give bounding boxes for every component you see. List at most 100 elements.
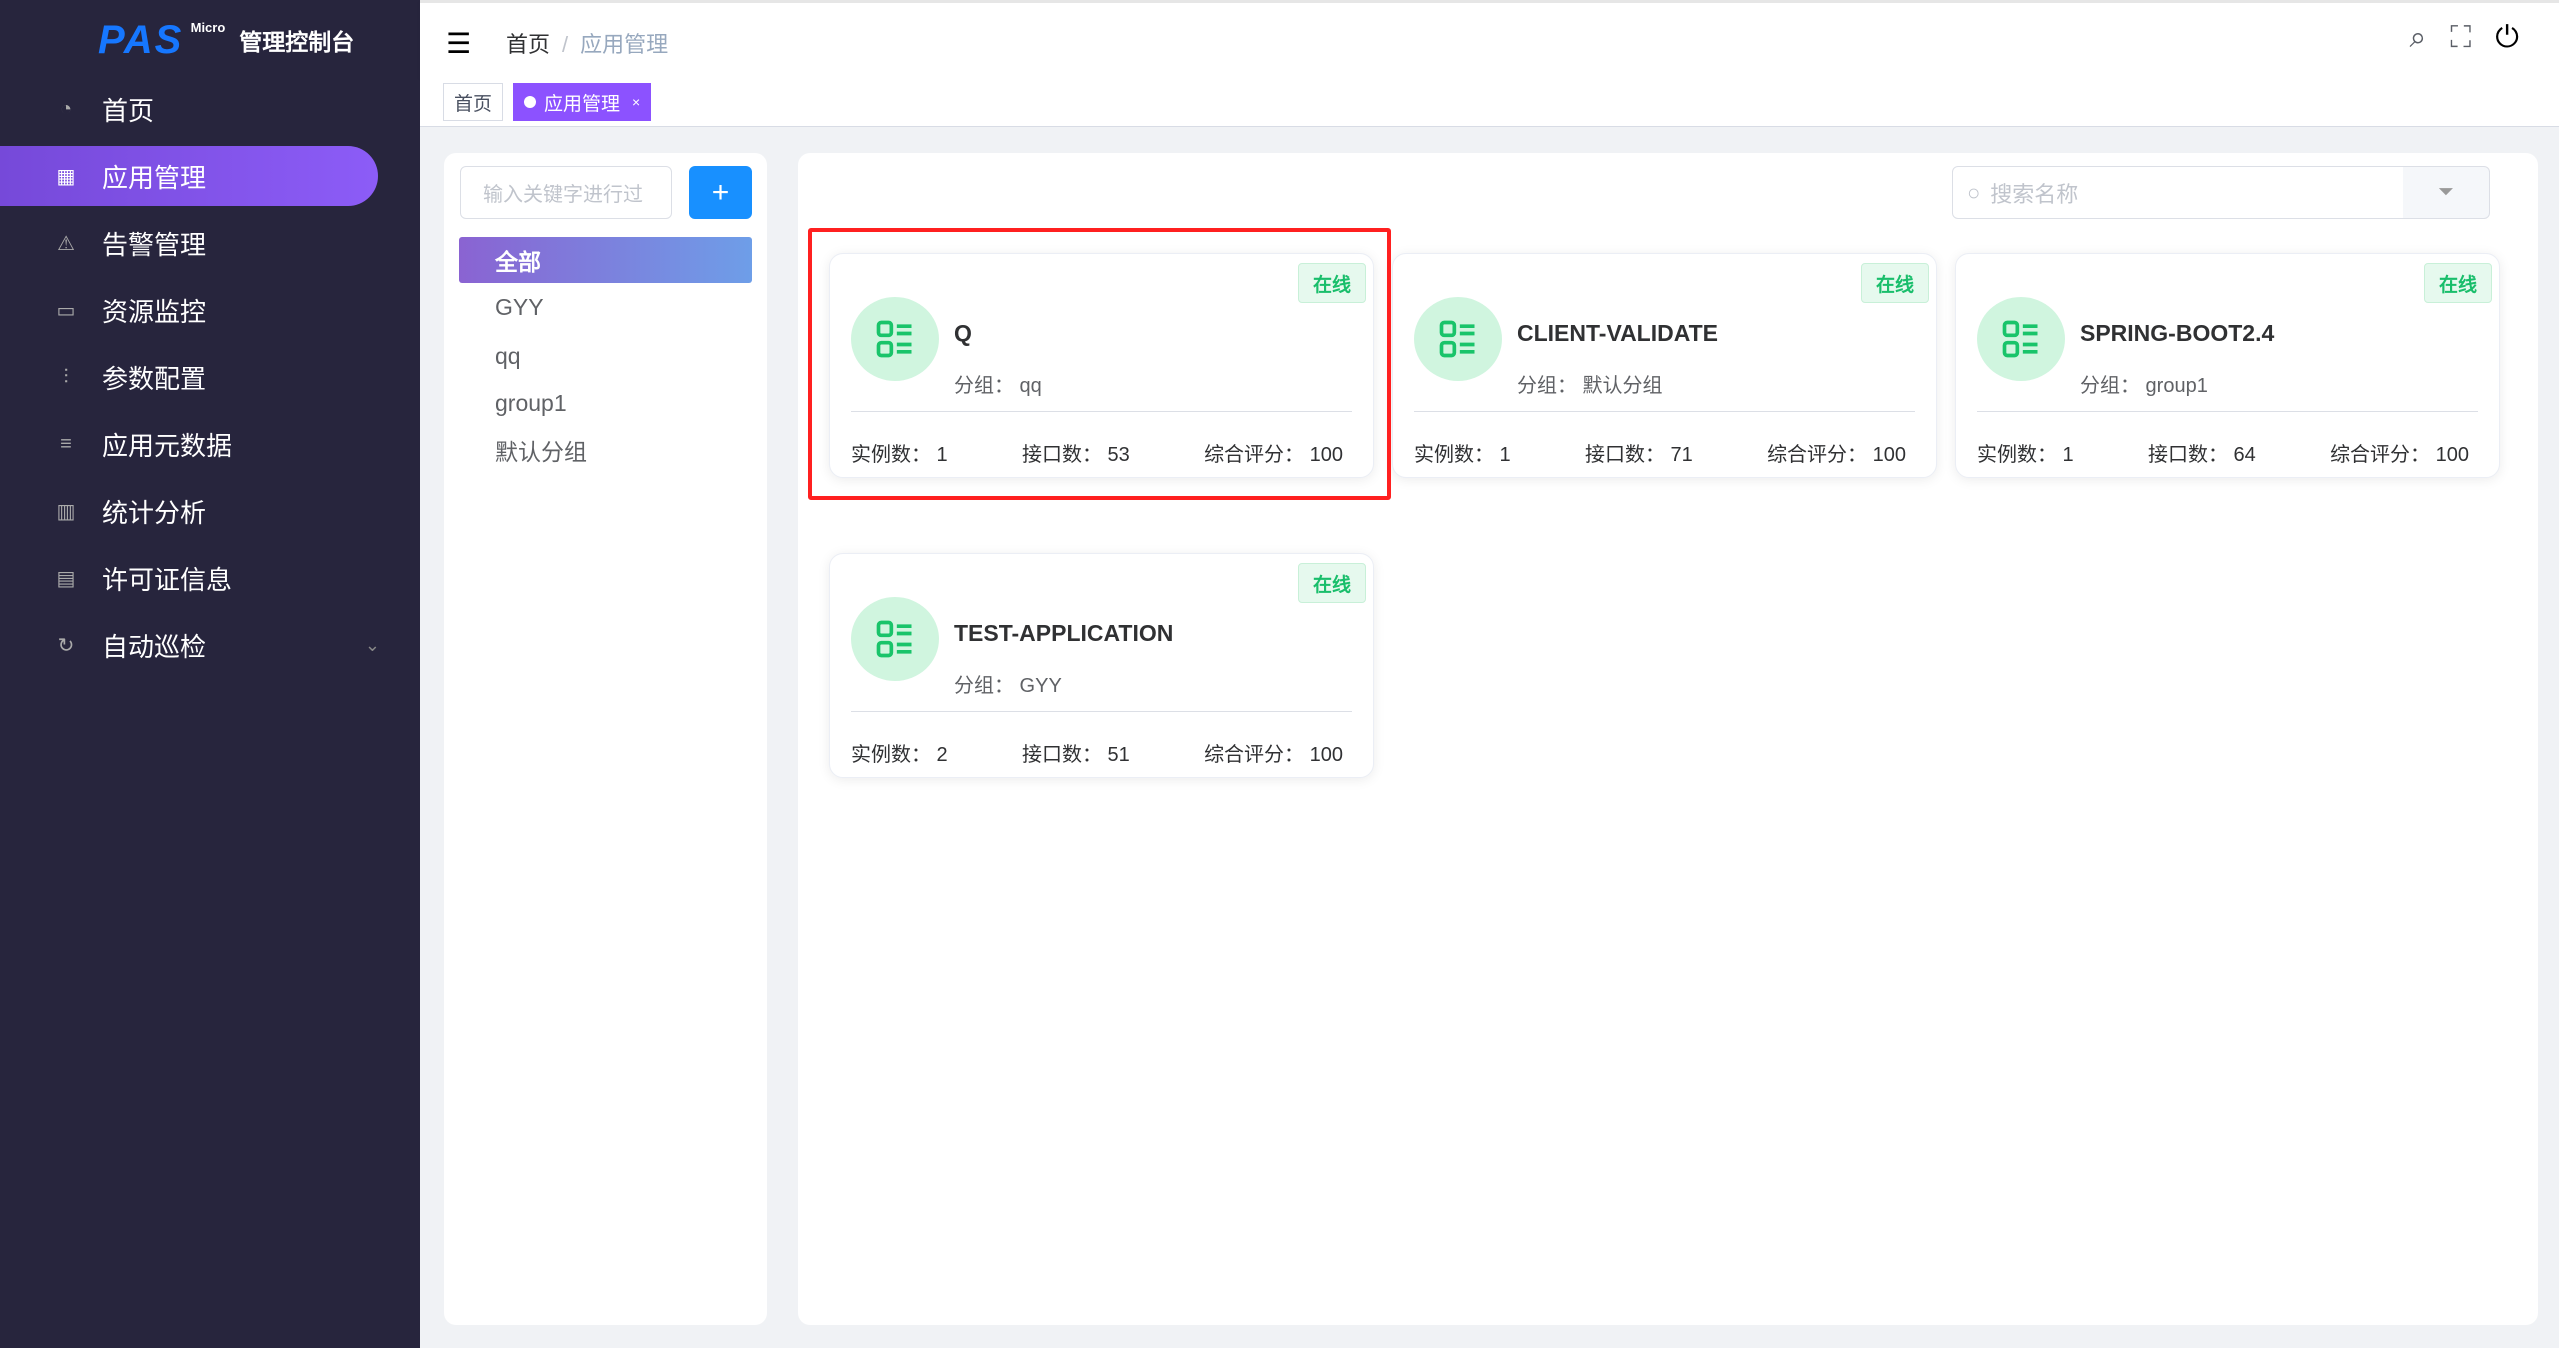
instance-count: 实例数： 1: [1414, 444, 1511, 466]
menu-label: 应用元数据: [102, 430, 233, 461]
breadcrumb: 首页 / 应用管理: [506, 32, 669, 57]
status-badge: 在线: [1861, 263, 1929, 303]
tab-label: 首页: [454, 93, 493, 115]
score: 综合评分： 100: [1204, 444, 1343, 466]
api-count: 接口数： 71: [1584, 444, 1693, 466]
app-group: 分组： GYY: [954, 675, 1062, 697]
menu-label: 参数配置: [102, 363, 207, 394]
highlight-box: [808, 228, 1391, 500]
dashboard-icon: ◔: [59, 97, 73, 120]
menu-toggle-icon[interactable]: ☰: [446, 28, 472, 59]
group-panel: 输入关键字进行过 + 全部 GYY qq group1 默认分组: [444, 153, 767, 1325]
sidebar-item-apps[interactable]: ▦ 应用管理: [0, 146, 378, 206]
breadcrumb-home[interactable]: 首页: [506, 32, 551, 57]
sidebar-item-alerts[interactable]: ⚠ 告警管理: [0, 213, 400, 273]
search-icon[interactable]: ⌕: [2409, 21, 2427, 54]
logo-text: PAS: [98, 17, 184, 62]
database-icon: ≡: [60, 432, 72, 455]
api-count: 接口数： 51: [1021, 744, 1130, 766]
app-card[interactable]: 在线 CLIENT-VALIDATE 分组： 默认分组 实例数： 1 接口数： 7…: [1392, 253, 1937, 478]
group-item[interactable]: GYY: [495, 293, 544, 320]
search-input[interactable]: ○ 搜索名称: [1952, 166, 2404, 219]
sidebar-item-metadata[interactable]: ≡ 应用元数据: [0, 414, 400, 474]
menu-label: 应用管理: [102, 162, 207, 193]
app-name[interactable]: Q: [954, 320, 972, 346]
refresh-icon: ↻: [57, 634, 75, 657]
app-title: 管理控制台: [239, 29, 355, 55]
app-group: 分组： qq: [954, 375, 1042, 397]
score: 综合评分： 100: [1767, 444, 1906, 466]
group-item[interactable]: qq: [495, 342, 521, 369]
active-dot: [524, 96, 536, 108]
divider: [1977, 411, 2478, 412]
power-icon[interactable]: ⏻: [2495, 21, 2519, 54]
divider: [851, 411, 1352, 412]
bar-chart-icon: ▥: [56, 500, 76, 523]
chevron-down-icon: ⌄: [364, 634, 380, 655]
sidebar-item-stats[interactable]: ▥ 统计分析: [0, 481, 400, 541]
group-item[interactable]: 默认分组: [495, 439, 587, 465]
app-card[interactable]: 在线 Q 分组： qq 实例数： 1 接口数： 53 综合评分： 100: [829, 253, 1374, 478]
logo-mark: PAS Micro: [98, 17, 225, 63]
app-stats: 实例数： 1 接口数： 64 综合评分： 100: [1977, 438, 2469, 467]
app-list-icon: [851, 597, 939, 681]
app-name[interactable]: TEST-APPLICATION: [954, 620, 1174, 646]
search-icon: ○: [1967, 179, 1981, 205]
app-stats: 实例数： 1 接口数： 71 综合评分： 100: [1414, 438, 1906, 467]
status-badge: 在线: [2424, 263, 2492, 303]
app-list-icon: [1977, 297, 2065, 381]
app-list-icon: [1414, 297, 1502, 381]
menu-label: 自动巡检: [102, 631, 207, 662]
app-stats: 实例数： 2 接口数： 51 综合评分： 100: [851, 738, 1343, 767]
header: ☰ 首页 / 应用管理 ⌕ ⛶ ⏻: [420, 0, 2559, 77]
close-icon[interactable]: ×: [632, 94, 641, 110]
tab-home[interactable]: 首页: [443, 83, 504, 121]
menu-label: 首页: [102, 95, 155, 126]
divider: [851, 711, 1352, 712]
sliders-icon: ⫶: [63, 365, 69, 388]
tags-bar: 首页 应用管理 ×: [420, 77, 2559, 127]
group-filter-input[interactable]: 输入关键字进行过: [460, 166, 672, 219]
header-actions: ⌕ ⛶ ⏻: [2409, 21, 2519, 55]
app-stats: 实例数： 1 接口数： 53 综合评分： 100: [851, 438, 1343, 467]
api-count: 接口数： 64: [2147, 444, 2256, 466]
logo: PAS Micro 管理控制台: [98, 18, 354, 62]
app-group: 分组： 默认分组: [1517, 375, 1663, 397]
app-list-icon: [851, 297, 939, 381]
sidebar-item-config[interactable]: ⫶ 参数配置: [0, 347, 400, 407]
placeholder: 输入关键字进行过: [483, 184, 643, 206]
add-group-button[interactable]: +: [689, 166, 752, 219]
app-name[interactable]: SPRING-BOOT2.4: [2080, 320, 2275, 346]
app-card[interactable]: 在线 SPRING-BOOT2.4 分组： group1 实例数： 1 接口数： …: [1955, 253, 2500, 478]
license-icon: ▤: [56, 567, 76, 590]
menu-label: 许可证信息: [102, 564, 233, 595]
apps-icon: ▦: [56, 165, 76, 188]
fullscreen-icon[interactable]: ⛶: [2450, 21, 2472, 54]
group-item[interactable]: group1: [495, 389, 567, 416]
warning-icon: ⚠: [57, 232, 75, 255]
app-card[interactable]: 在线 TEST-APPLICATION 分组： GYY 实例数： 2 接口数： 5…: [829, 553, 1374, 778]
tab-apps[interactable]: 应用管理 ×: [513, 83, 652, 121]
instance-count: 实例数： 2: [851, 744, 948, 766]
instance-count: 实例数： 1: [851, 444, 948, 466]
sidebar-item-monitor[interactable]: ▭ 资源监控: [0, 280, 400, 340]
filter-button[interactable]: ⏷: [2403, 166, 2490, 219]
sidebar-item-inspection[interactable]: ↻ 自动巡检 ⌄: [0, 615, 400, 675]
app-name[interactable]: CLIENT-VALIDATE: [1517, 320, 1719, 346]
group-item-all[interactable]: 全部: [459, 237, 752, 283]
filter-icon: ⏷: [2438, 181, 2454, 203]
menu-label: 资源监控: [102, 296, 207, 327]
status-badge: 在线: [1298, 563, 1366, 603]
sidebar-item-home[interactable]: ◔ 首页: [0, 79, 400, 139]
logo-sup: Micro: [190, 19, 226, 35]
monitor-icon: ▭: [56, 299, 76, 322]
breadcrumb-current: 应用管理: [580, 32, 669, 57]
score: 综合评分： 100: [2330, 444, 2469, 466]
menu-label: 统计分析: [102, 497, 207, 528]
api-count: 接口数： 53: [1021, 444, 1130, 466]
sidebar-item-license[interactable]: ▤ 许可证信息: [0, 548, 400, 608]
sidebar: PAS Micro 管理控制台 ◔ 首页 ▦ 应用管理 ⚠ 告警管理 ▭ 资源监控 ⫶ 参数…: [0, 0, 420, 1348]
tab-label: 应用管理: [544, 93, 621, 115]
status-badge: 在线: [1298, 263, 1366, 303]
instance-count: 实例数： 1: [1977, 444, 2074, 466]
